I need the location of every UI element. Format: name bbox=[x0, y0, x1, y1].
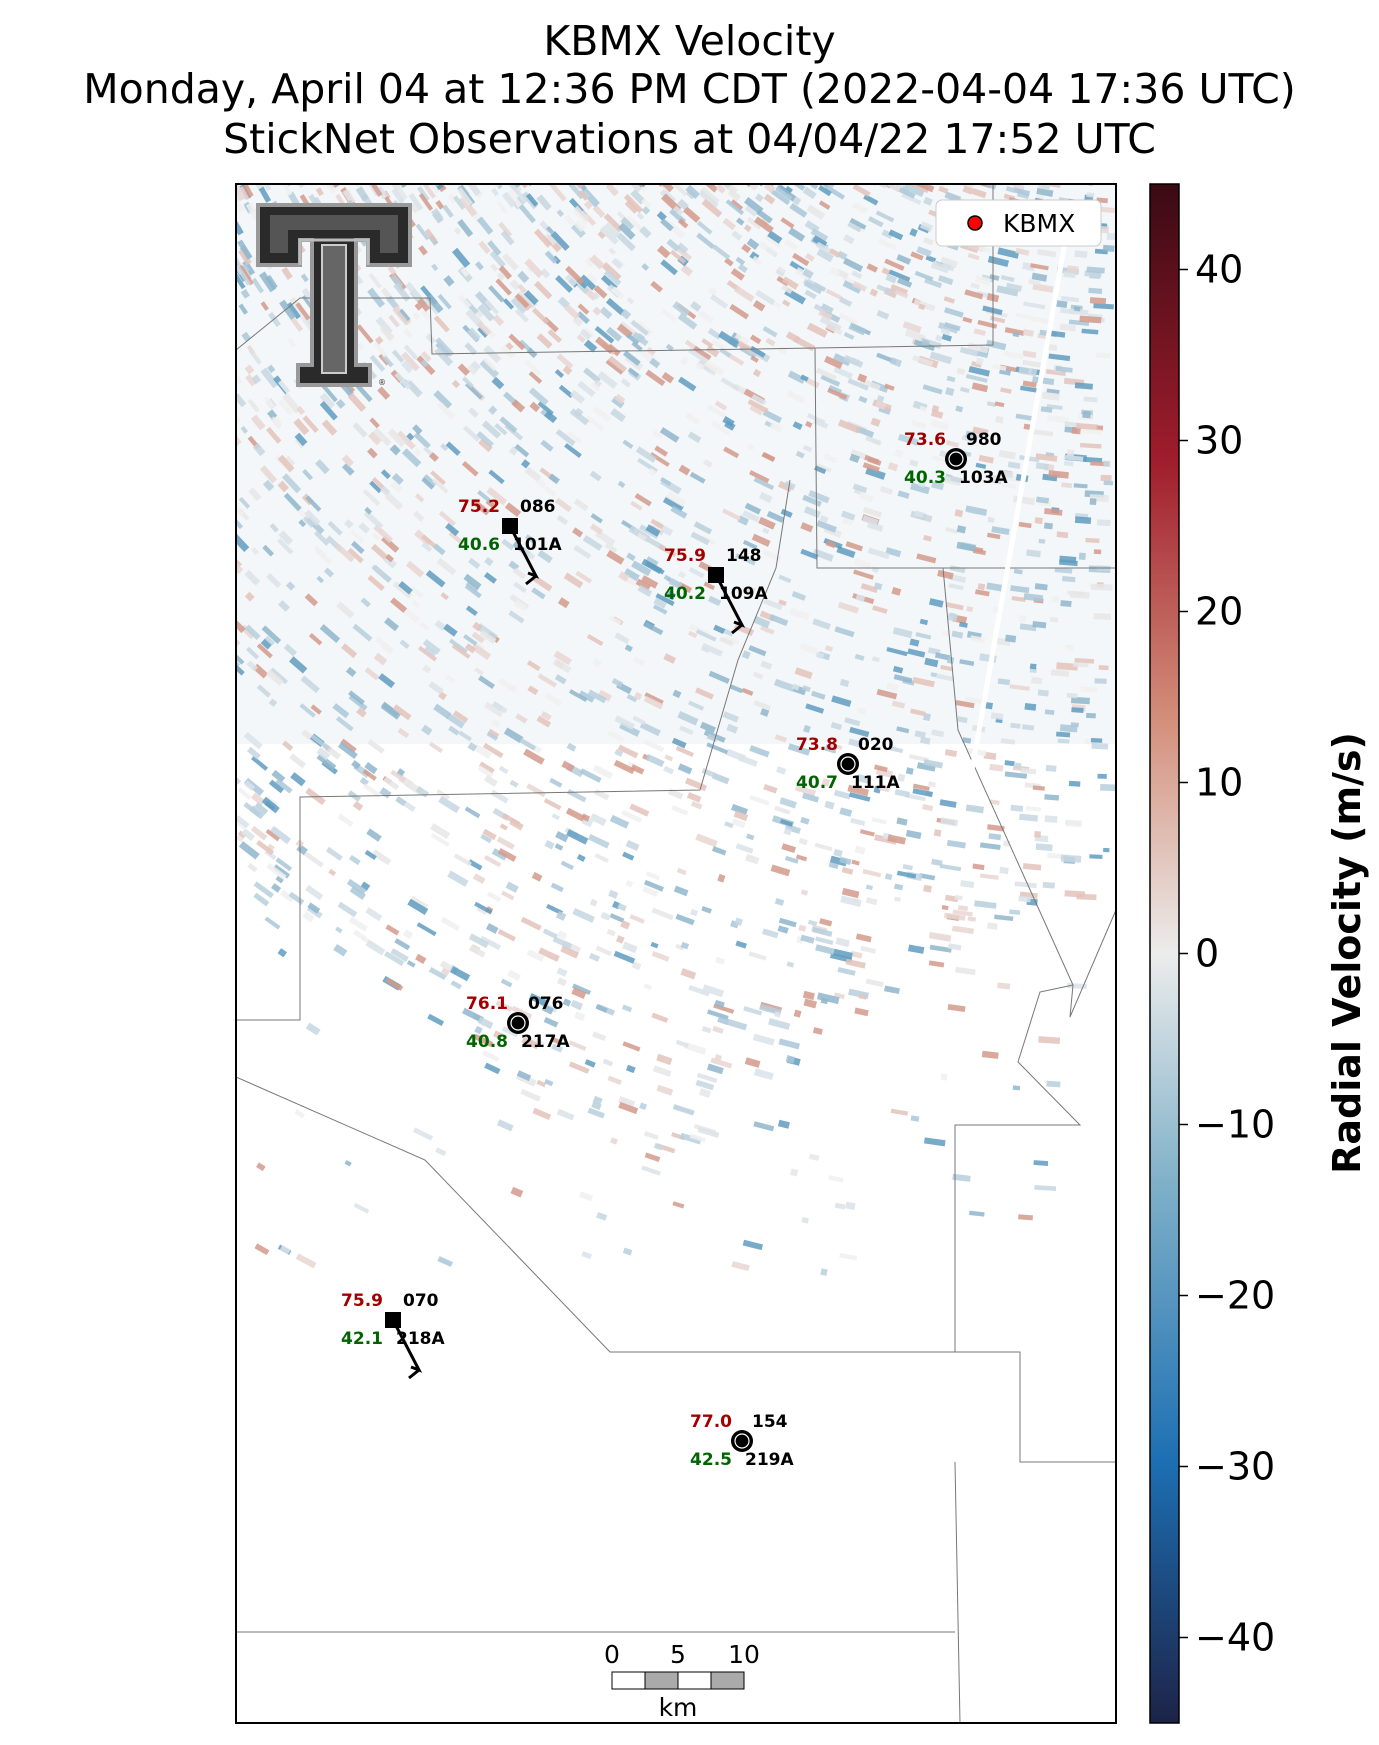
sticknet-stations: 75.2 086 40.6 101A 75.9 148 40.2 109A 73.6 980 40.… bbox=[341, 430, 1008, 1470]
station-dewpoint: 40.3 bbox=[904, 468, 946, 488]
station-dewpoint: 42.1 bbox=[341, 1329, 383, 1349]
calm-wind-ring bbox=[840, 756, 856, 772]
station-dewpoint: 40.8 bbox=[466, 1032, 508, 1052]
station-id: 109A bbox=[719, 584, 768, 604]
map-panel bbox=[235, 183, 1117, 1724]
chart-subtitle-time: Monday, April 04 at 12:36 PM CDT (2022-0… bbox=[83, 65, 1296, 113]
station-id: 101A bbox=[513, 535, 562, 555]
calm-wind-ring bbox=[734, 1433, 750, 1449]
colorbar-tick-label: 30 bbox=[1195, 419, 1243, 463]
chart-subtitle-sticknet: StickNet Observations at 04/04/22 17:52 … bbox=[223, 115, 1156, 163]
scalebar-tick-0: 0 bbox=[604, 1640, 620, 1669]
station-pressure: 154 bbox=[752, 1412, 788, 1432]
station-temperature: 75.2 bbox=[458, 497, 500, 517]
colorbar-tick-label: −40 bbox=[1195, 1616, 1275, 1660]
station-219A[interactable]: 77.0 154 42.5 219A bbox=[690, 1412, 794, 1470]
colorbar-label: Radial Velocity (m/s) bbox=[1325, 732, 1369, 1174]
colorbar: 40 30 20 10 0 −10 −20 −30 −40 Radial Velocity (m… bbox=[1149, 183, 1369, 1724]
station-temperature: 73.6 bbox=[904, 430, 946, 450]
colorbar-tick-label: −20 bbox=[1195, 1274, 1275, 1318]
station-101A[interactable]: 75.2 086 40.6 101A bbox=[458, 497, 562, 586]
legend-label: KBMX bbox=[1003, 209, 1075, 238]
legend-marker-kbmx bbox=[967, 215, 983, 231]
colorbar-ticks: 40 30 20 10 0 −10 −20 −30 −40 bbox=[1179, 248, 1275, 1660]
station-id: 103A bbox=[959, 468, 1008, 488]
scalebar-unit: km bbox=[659, 1693, 698, 1722]
station-pressure: 070 bbox=[403, 1291, 439, 1311]
station-id: 219A bbox=[745, 1450, 794, 1470]
station-dewpoint: 40.2 bbox=[664, 584, 706, 604]
colorbar-tick-label: 40 bbox=[1195, 248, 1243, 292]
station-temperature: 75.9 bbox=[664, 546, 706, 566]
station-id: 111A bbox=[851, 773, 900, 793]
station-marker-circle bbox=[945, 448, 967, 470]
station-id: 217A bbox=[521, 1032, 570, 1052]
station-pressure: 980 bbox=[966, 430, 1002, 450]
colorbar-tick-label: 0 bbox=[1195, 932, 1219, 976]
colorbar-tick-label: −10 bbox=[1195, 1103, 1275, 1147]
station-218A[interactable]: 75.9 070 42.1 218A bbox=[341, 1291, 445, 1380]
station-dewpoint: 42.5 bbox=[690, 1450, 732, 1470]
calm-wind-ring bbox=[948, 451, 964, 467]
station-marker-circle bbox=[507, 1012, 529, 1034]
scalebar-tick-5: 5 bbox=[670, 1640, 686, 1669]
wind-barb-flag bbox=[525, 574, 537, 586]
station-temperature: 75.9 bbox=[341, 1291, 383, 1311]
county-boundaries bbox=[236, 184, 1116, 1723]
station-temperature: 76.1 bbox=[466, 994, 508, 1014]
station-pressure: 020 bbox=[858, 735, 894, 755]
station-pressure: 086 bbox=[520, 497, 556, 517]
station-temperature: 77.0 bbox=[690, 1412, 732, 1432]
scalebar-tick-10: 10 bbox=[728, 1640, 760, 1669]
calm-wind-ring bbox=[510, 1015, 526, 1031]
svg-text:®: ® bbox=[378, 378, 386, 387]
chart-title: KBMX Velocity bbox=[543, 17, 836, 65]
station-111A[interactable]: 73.8 020 40.7 111A bbox=[796, 735, 900, 793]
radar-beam-blockage-line bbox=[969, 224, 1071, 771]
station-109A[interactable]: 75.9 148 40.2 109A bbox=[664, 546, 768, 635]
station-pressure: 148 bbox=[726, 546, 762, 566]
station-id: 218A bbox=[396, 1329, 445, 1349]
legend: KBMX bbox=[935, 199, 1102, 247]
station-dewpoint: 40.7 bbox=[796, 773, 838, 793]
radar-velocity-field bbox=[236, 184, 1116, 1276]
station-dewpoint: 40.6 bbox=[458, 535, 500, 555]
station-marker-circle bbox=[731, 1430, 753, 1452]
wind-barb-flag bbox=[408, 1368, 420, 1380]
colorbar-tick-label: −30 bbox=[1195, 1445, 1275, 1489]
colorbar-tick-label: 10 bbox=[1195, 761, 1243, 805]
wind-barb-flag bbox=[731, 623, 743, 635]
scale-bar: 0 5 10 km bbox=[604, 1640, 760, 1722]
station-temperature: 73.8 bbox=[796, 735, 838, 755]
texas-tech-double-t-logo: ® bbox=[256, 203, 412, 387]
station-217A[interactable]: 76.1 076 40.8 217A bbox=[466, 994, 570, 1052]
station-103A[interactable]: 73.6 980 40.3 103A bbox=[904, 430, 1008, 488]
colorbar-tick-label: 20 bbox=[1195, 590, 1243, 634]
station-marker-circle bbox=[837, 753, 859, 775]
colorbar-gradient bbox=[1149, 183, 1180, 1724]
station-pressure: 076 bbox=[528, 994, 564, 1014]
